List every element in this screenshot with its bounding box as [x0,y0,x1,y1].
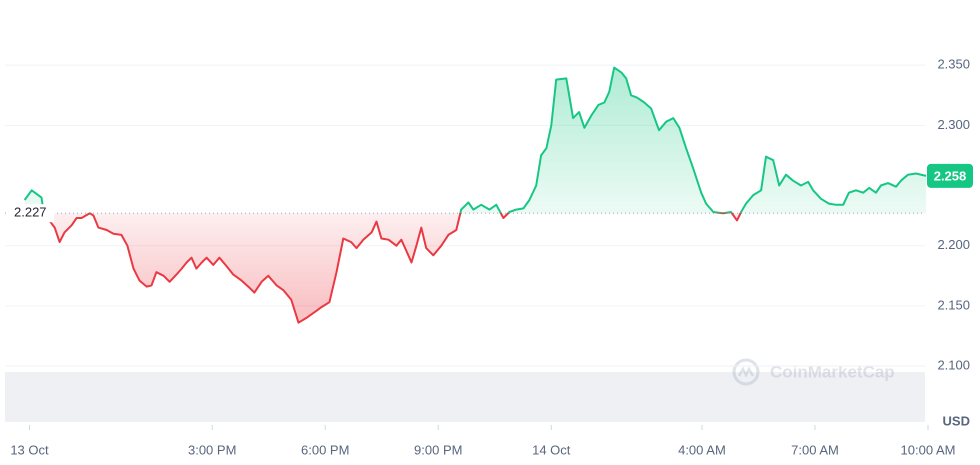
y-tick-label: 2.350 [937,57,970,72]
x-tick-label: 9:00 PM [414,442,462,457]
watermark-text: CoinMarketCap [770,362,895,381]
price-badge [927,163,973,188]
x-tick-label: 13 Oct [10,442,49,457]
x-tick-label: 4:00 AM [678,442,726,457]
price-line [23,66,927,324]
y-tick-label: 2.150 [937,297,970,312]
x-tick-label: 7:00 AM [791,442,839,457]
baseline-label-bg [8,204,54,223]
x-tick-label: 10:00 AM [901,442,956,457]
watermark: CoinMarketCap [732,358,895,386]
y-tick-label: 2.200 [937,237,970,252]
price-badge-label: 2.258 [934,168,967,183]
x-tick-label: 3:00 PM [188,442,236,457]
x-tick-label: 6:00 PM [301,442,349,457]
area-fill [24,67,927,323]
x-tick-label: 14 Oct [532,442,571,457]
y-tick-label: 2.300 [937,117,970,132]
volume-band [5,372,925,422]
baseline-label: 2.227 [14,205,47,220]
y-tick-label: 2.100 [937,357,970,372]
y-unit: USD [943,413,970,428]
